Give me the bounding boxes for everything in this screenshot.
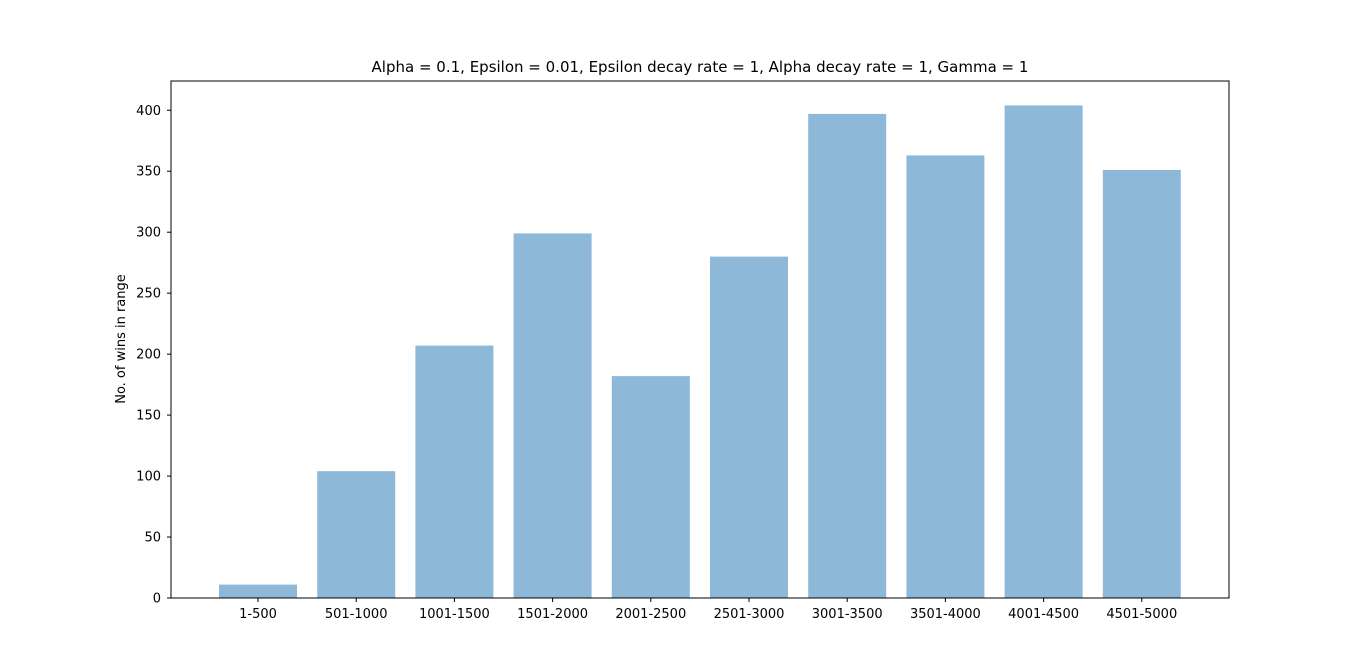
bar-1001-1500 bbox=[415, 345, 494, 598]
y-tick-label: 350 bbox=[136, 165, 161, 180]
bar-2501-3000 bbox=[710, 256, 788, 598]
bar-2001-2500 bbox=[611, 376, 690, 598]
x-axis-ticks: 1-500 501-1000 1001-1500 1501-2000 2001-2500… bbox=[239, 598, 1177, 622]
plot-frame bbox=[170, 80, 1230, 599]
y-tick-label: 100 bbox=[136, 470, 161, 485]
x-tick-label: 1001-1500 bbox=[419, 607, 490, 622]
y-tick-label: 250 bbox=[136, 287, 161, 302]
x-tick-label: 4501-5000 bbox=[1106, 607, 1177, 622]
x-tick-label: 2501-3000 bbox=[714, 607, 785, 622]
x-tick-label: 501-1000 bbox=[325, 607, 388, 622]
x-tick-label: 1-500 bbox=[239, 607, 277, 622]
bar-501-1000 bbox=[317, 471, 396, 598]
bar-1501-2000 bbox=[513, 233, 592, 598]
bars-group bbox=[219, 105, 1181, 599]
bar-3001-3500 bbox=[808, 113, 887, 599]
x-tick-label: 3001-3500 bbox=[812, 607, 883, 622]
bar-3501-4000 bbox=[906, 155, 985, 598]
bar-1-500 bbox=[219, 584, 297, 598]
y-tick-label: 0 bbox=[153, 592, 161, 607]
y-axis-ticks: 0 50 100 150 200 250 300 350 400 bbox=[136, 104, 171, 607]
bar-4001-4500 bbox=[1004, 105, 1083, 599]
x-tick-label: 2001-2500 bbox=[615, 607, 686, 622]
y-tick-label: 150 bbox=[136, 409, 161, 424]
y-axis-label: No. of wins in range bbox=[114, 274, 129, 404]
y-tick-label: 200 bbox=[136, 348, 161, 363]
chart-title: Alpha = 0.1, Epsilon = 0.01, Epsilon dec… bbox=[372, 58, 1029, 76]
x-tick-label: 3501-4000 bbox=[910, 607, 981, 622]
y-tick-label: 50 bbox=[144, 531, 161, 546]
y-tick-label: 400 bbox=[136, 104, 161, 119]
y-tick-label: 300 bbox=[136, 226, 161, 241]
x-tick-label: 4001-4500 bbox=[1008, 607, 1079, 622]
bar-4501-5000 bbox=[1102, 170, 1181, 598]
x-tick-label: 1501-2000 bbox=[517, 607, 588, 622]
